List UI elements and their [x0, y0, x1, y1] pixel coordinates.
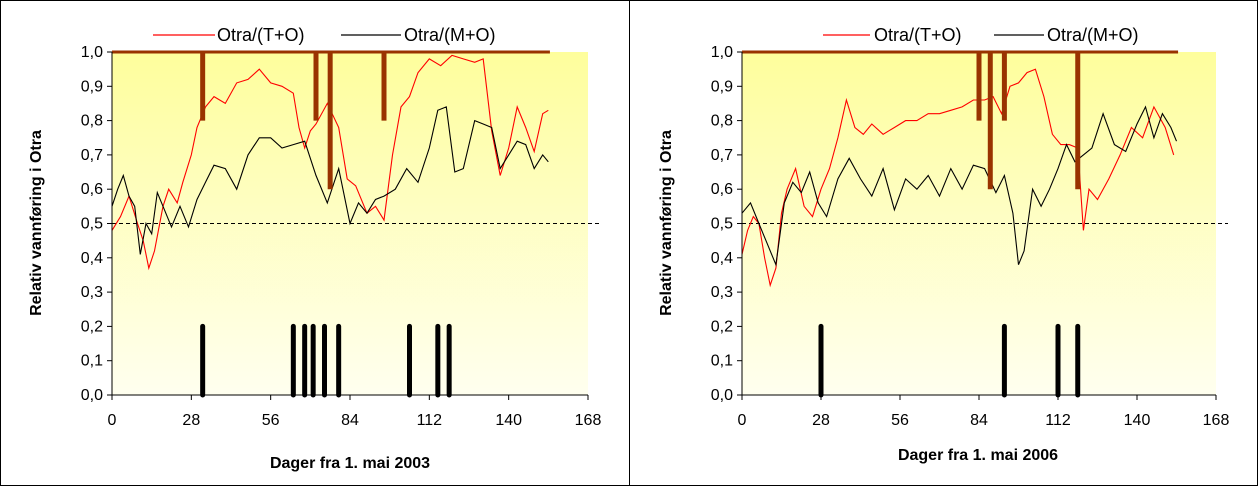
- y-tick-label: 0,8: [711, 113, 733, 130]
- x-axis-title: Dager fra 1. mai 2003: [270, 455, 430, 472]
- y-tick-label: 0,7: [711, 147, 733, 164]
- x-tick-label: 0: [738, 412, 747, 429]
- chart-panel-2003: 0,0 0,1 0,2 0,3 0,4 0,5 0,6 0,7 0,8 0,9 1,0 0 28 56 84…: [0, 0, 630, 486]
- x-tick-label: 28: [182, 412, 200, 429]
- series-line-om: [741, 105, 1178, 267]
- x-tick-label: 112: [1045, 412, 1071, 429]
- y-tick-label: 0,3: [81, 284, 103, 301]
- legend-label-om: Otra/(M+O): [404, 25, 496, 45]
- y-tick-label: 0,5: [81, 216, 103, 233]
- y-tick-label: 0,4: [81, 250, 103, 267]
- legend: Otra/(T+O) Otra/(M+O): [153, 25, 496, 45]
- series-line-ot: [111, 54, 549, 271]
- x-tick-label: 0: [108, 412, 117, 429]
- y-tick-label: 0,8: [81, 113, 103, 130]
- x-tick-label: 84: [341, 412, 359, 429]
- y-tick-label: 1,0: [711, 44, 733, 61]
- y-tick-label: 0,7: [81, 147, 103, 164]
- x-tick-label: 112: [417, 412, 443, 429]
- y-tick-label: 0,2: [711, 318, 733, 335]
- x-tick-label: 140: [1124, 412, 1151, 429]
- x-tick-label: 140: [495, 412, 522, 429]
- x-tick-label: 56: [262, 412, 280, 429]
- y-tick-label: 0,1: [711, 353, 733, 370]
- legend: Otra/(T+O) Otra/(M+O): [823, 25, 1139, 45]
- y-tick-label: 0,4: [711, 250, 733, 267]
- x-tick-label: 28: [812, 412, 830, 429]
- y-tick-label: 0,5: [711, 216, 733, 233]
- y-tick-label: 0,2: [81, 318, 103, 335]
- y-tick-label: 0,9: [81, 78, 103, 95]
- series-line-ot: [741, 68, 1175, 288]
- chart-panel-2006: 0,0 0,1 0,2 0,3 0,4 0,5 0,6 0,7 0,8 0,9 1,0 0 28 56 84…: [629, 0, 1258, 486]
- x-tick-label: 84: [970, 412, 988, 429]
- y-tick-label: 0,1: [81, 353, 103, 370]
- series-line-om: [111, 106, 549, 255]
- y-tick-label: 0,3: [711, 284, 733, 301]
- x-tick-label: 168: [575, 412, 602, 429]
- legend-label-om: Otra/(M+O): [1047, 25, 1139, 45]
- y-axis-title: Relativ vannføring i Otra: [658, 130, 675, 316]
- y-tick-label: 0,9: [711, 78, 733, 95]
- y-tick-label: 0,0: [711, 387, 733, 404]
- x-tick-label: 56: [891, 412, 909, 429]
- x-axis-title: Dager fra 1. mai 2006: [898, 447, 1058, 464]
- y-tick-label: 0,6: [81, 181, 103, 198]
- y-tick-label: 1,0: [81, 44, 103, 61]
- chart-2003: 0,0 0,1 0,2 0,3 0,4 0,5 0,6 0,7 0,8 0,9 1,0 0 28 56 84…: [28, 25, 602, 472]
- legend-label-ot: Otra/(T+O): [217, 25, 305, 45]
- y-tick-label: 0,6: [711, 181, 733, 198]
- legend-label-ot: Otra/(T+O): [874, 25, 962, 45]
- y-axis-title: Relativ vannføring i Otra: [28, 130, 45, 316]
- x-tick-label: 168: [1203, 412, 1230, 429]
- y-tick-label: 0,0: [81, 387, 103, 404]
- chart-2006: 0,0 0,1 0,2 0,3 0,4 0,5 0,6 0,7 0,8 0,9 1,0 0 28 56 84…: [658, 25, 1230, 464]
